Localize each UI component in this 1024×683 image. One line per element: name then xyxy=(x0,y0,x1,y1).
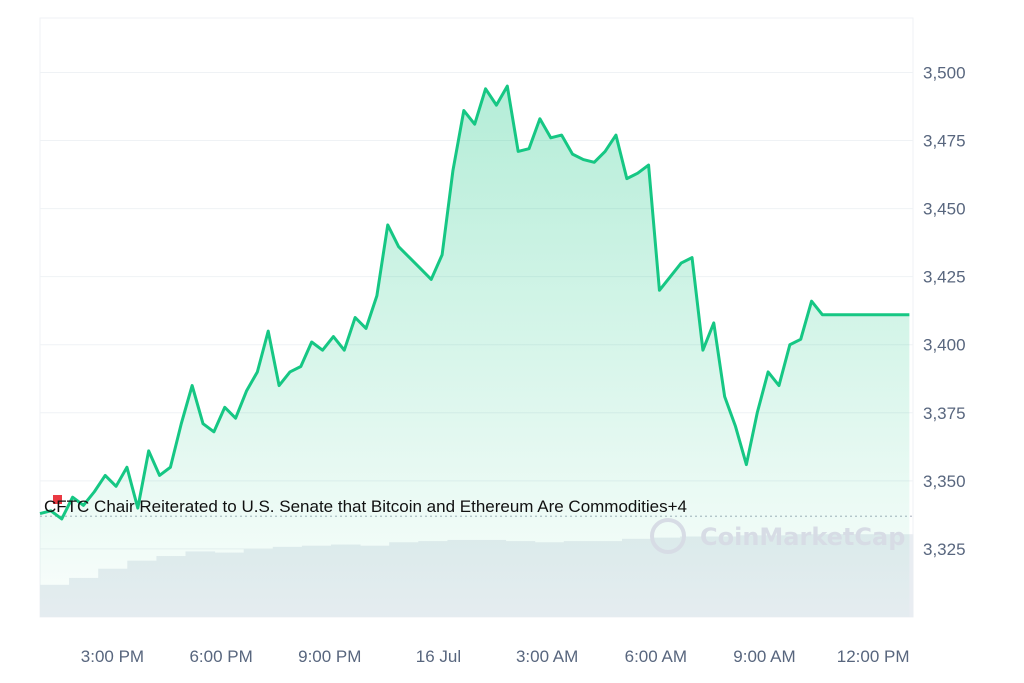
x-tick-label: 6:00 AM xyxy=(625,647,687,666)
x-tick-label: 3:00 AM xyxy=(516,647,578,666)
y-axis-ticks: 3,325 3,350 3,375 3,400 3,425 3,450 3,475 3,500 xyxy=(923,63,966,558)
watermark-text: CoinMarketCap xyxy=(700,523,905,551)
x-axis-ticks: 3:00 PM 6:00 PM 9:00 PM 16 Jul 3:00 AM 6:00 A… xyxy=(81,647,910,666)
coinmarketcap-logo-icon xyxy=(650,518,686,554)
price-area-fill xyxy=(40,86,910,617)
y-tick-label: 3,500 xyxy=(923,63,966,82)
y-tick-label: 3,450 xyxy=(923,200,966,219)
x-tick-label: 9:00 AM xyxy=(733,647,795,666)
x-tick-label: 3:00 PM xyxy=(81,647,144,666)
x-tick-label: 6:00 PM xyxy=(189,647,252,666)
y-tick-label: 3,350 xyxy=(923,472,966,491)
watermark: CoinMarketCap xyxy=(650,518,905,554)
x-tick-label: 16 Jul xyxy=(416,647,461,666)
y-tick-label: 3,325 xyxy=(923,540,966,559)
event-headline[interactable]: CFTC Chair Reiterated to U.S. Senate tha… xyxy=(44,497,687,516)
event-marker[interactable]: CFTC Chair Reiterated to U.S. Senate tha… xyxy=(44,495,687,516)
y-tick-label: 3,475 xyxy=(923,132,966,151)
y-tick-label: 3,425 xyxy=(923,268,966,287)
x-tick-label: 12:00 PM xyxy=(837,647,910,666)
x-tick-label: 9:00 PM xyxy=(298,647,361,666)
y-tick-label: 3,400 xyxy=(923,336,966,355)
y-tick-label: 3,375 xyxy=(923,404,966,423)
event-marker-icon[interactable] xyxy=(53,495,62,504)
price-line xyxy=(39,84,910,521)
